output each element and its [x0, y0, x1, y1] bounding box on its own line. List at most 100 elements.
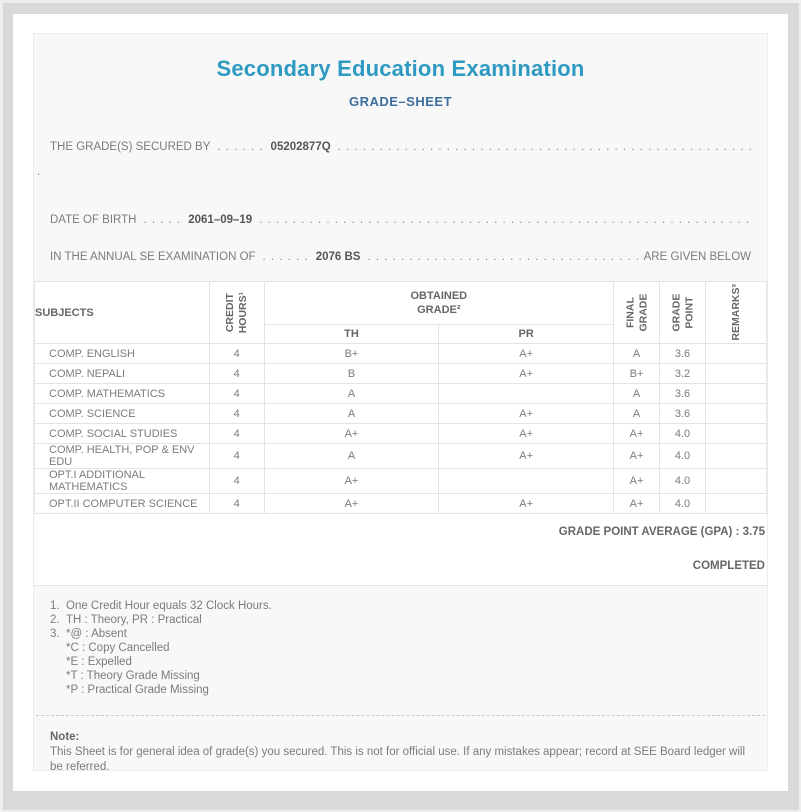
- footnote-text: TH : Theory, PR : Practical: [66, 614, 202, 626]
- footnote-line: 2. TH : Theory, PR : Practical: [50, 613, 751, 627]
- remarks-cell: [705, 493, 767, 514]
- col-header-subjects: SUBJECTS: [34, 281, 210, 344]
- exam-label: IN THE ANNUAL SE EXAMINATION OF: [50, 251, 256, 263]
- page: Secondary Education Examination GRADE–SH…: [13, 14, 788, 791]
- table-row: COMP. SCIENCE 4 A A+ A 3.6: [34, 403, 767, 424]
- pr-grade-cell: [438, 383, 614, 404]
- grade-point-cell: 3.6: [659, 403, 706, 424]
- dot-leader: . . . . . . . . . . . . . . . . . . . . …: [367, 251, 637, 263]
- final-grade-cell: A+: [613, 493, 660, 514]
- table-row: COMP. SOCIAL STUDIES 4 A+ A+ A+ 4.0: [34, 423, 767, 444]
- th-grade-cell: A: [263, 443, 440, 469]
- th-grade-cell: A+: [263, 468, 440, 494]
- remarks-cell: [705, 403, 767, 424]
- footnotes-section: 1. One Credit Hour equals 32 Clock Hours…: [34, 586, 767, 697]
- footnote-number: 3.: [50, 628, 60, 640]
- pr-grade-cell: A+: [438, 343, 614, 364]
- page-title: Secondary Education Examination: [216, 56, 585, 81]
- dashed-separator: [36, 715, 765, 716]
- footnote-number: 1.: [50, 600, 60, 612]
- grade-point-cell: 4.0: [659, 468, 706, 494]
- final-grade-cell: A: [613, 343, 660, 364]
- credit-cell: 4: [208, 363, 265, 384]
- subject-cell: COMP. SOCIAL STUDIES: [34, 423, 210, 444]
- remarks-cell: [705, 363, 767, 384]
- grade-point-cell: 3.2: [659, 363, 706, 384]
- col-header-obtained-grade: OBTAINED GRADE²: [263, 281, 615, 325]
- col-header-credit-hours: CREDIT HOURS¹: [208, 281, 265, 344]
- grades-table-header: SUBJECTS CREDIT HOURS¹ OBTAINED GRADE² F…: [34, 281, 767, 344]
- secured-by-label: THE GRADE(S) SECURED BY: [50, 141, 211, 153]
- final-grade-label: FINAL GRADE: [623, 293, 649, 332]
- exam-value: 2076 BS: [315, 251, 361, 263]
- grade-point-cell: 4.0: [659, 423, 706, 444]
- dot-leader: . . . . . .: [262, 251, 309, 263]
- grades-table-body: COMP. ENGLISH 4 B+ A+ A 3.6 COMP. NEPALI…: [34, 343, 767, 514]
- grade-point-label: GRADE POINT: [669, 293, 695, 332]
- footnote-text: *@ : Absent: [66, 628, 127, 640]
- credit-cell: 4: [208, 423, 265, 444]
- final-grade-cell: B+: [613, 363, 660, 384]
- status-text: COMPLETED: [692, 560, 765, 572]
- col-header-final-grade: FINAL GRADE: [613, 281, 660, 344]
- dob-label: DATE OF BIRTH: [50, 214, 137, 226]
- footnote-number: [50, 655, 66, 669]
- remarks-cell: [705, 343, 767, 364]
- dob-line: DATE OF BIRTH . . . . . 2061–09–19 . . .…: [50, 214, 751, 226]
- subject-cell: COMP. HEALTH, POP & ENV EDU: [34, 443, 210, 469]
- footnote-text: *T : Theory Grade Missing: [66, 670, 200, 682]
- table-row: COMP. HEALTH, POP & ENV EDU 4 A A+ A+ 4.…: [34, 443, 767, 469]
- student-info: THE GRADE(S) SECURED BY . . . . . . 0520…: [37, 141, 751, 263]
- footnote-number: [50, 641, 66, 655]
- subject-cell: COMP. MATHEMATICS: [34, 383, 210, 404]
- dot-leader: . . . . . . . . . . . . . . . . . . . . …: [337, 141, 751, 153]
- th-grade-cell: A+: [263, 423, 440, 444]
- table-row: OPT.II COMPUTER SCIENCE 4 A+ A+ A+ 4.0: [34, 493, 767, 514]
- remarks-cell: [705, 443, 767, 469]
- col-header-grade-point: GRADE POINT: [659, 281, 706, 344]
- credit-cell: 4: [208, 443, 265, 469]
- credit-cell: 4: [208, 383, 265, 404]
- th-grade-cell: B+: [263, 343, 440, 364]
- final-grade-cell: A+: [613, 423, 660, 444]
- secured-by-value: 05202877Q: [270, 141, 331, 153]
- note-section: Note: This Sheet is for general idea of …: [34, 716, 767, 771]
- th-grade-cell: A: [263, 383, 440, 404]
- gpa-label: GRADE POINT AVERAGE (GPA) :: [558, 526, 740, 538]
- grade-point-cell: 3.6: [659, 343, 706, 364]
- final-grade-cell: A+: [613, 468, 660, 494]
- note-text: This Sheet is for general idea of grade(…: [50, 746, 746, 771]
- final-grade-cell: A+: [613, 443, 660, 469]
- th-grade-cell: A+: [263, 493, 440, 514]
- dot-leader: . . . . . .: [217, 141, 264, 153]
- credit-cell: 4: [208, 468, 265, 494]
- gpa-line: GRADE POINT AVERAGE (GPA) : 3.75: [36, 526, 765, 538]
- exam-suffix: ARE GIVEN BELOW: [643, 251, 751, 263]
- pr-grade-cell: [438, 468, 614, 494]
- remarks-cell: [705, 468, 767, 494]
- footnote-text: *C : Copy Cancelled: [66, 642, 170, 654]
- footnote-line: *C : Copy Cancelled: [50, 641, 751, 655]
- subject-cell: COMP. NEPALI: [34, 363, 210, 384]
- dob-value: 2061–09–19: [188, 214, 253, 226]
- col-header-pr: PR: [438, 324, 614, 344]
- table-row: COMP. NEPALI 4 B A+ B+ 3.2: [34, 363, 767, 384]
- pr-grade-cell: A+: [438, 403, 614, 424]
- subject-cell: OPT.I ADDITIONAL MATHEMATICS: [34, 468, 210, 494]
- footnote-number: [50, 669, 66, 683]
- pr-grade-cell: A+: [438, 493, 614, 514]
- footnote-text: One Credit Hour equals 32 Clock Hours.: [66, 600, 272, 612]
- subject-cell: COMP. SCIENCE: [34, 403, 210, 424]
- th-grade-cell: A: [263, 403, 440, 424]
- subject-cell: OPT.II COMPUTER SCIENCE: [34, 493, 210, 514]
- final-grade-cell: A: [613, 403, 660, 424]
- footnote-number: [50, 683, 66, 697]
- dot-leader: . . . . . . . . . . . . . . . . . . . . …: [259, 214, 751, 226]
- footnote-line: 1. One Credit Hour equals 32 Clock Hours…: [50, 599, 751, 613]
- col-header-remarks: REMARKS³: [705, 281, 767, 344]
- credit-cell: 4: [208, 493, 265, 514]
- footnote-line: *T : Theory Grade Missing: [50, 669, 751, 683]
- footnote-line: *P : Practical Grade Missing: [50, 683, 751, 697]
- pr-grade-cell: A+: [438, 423, 614, 444]
